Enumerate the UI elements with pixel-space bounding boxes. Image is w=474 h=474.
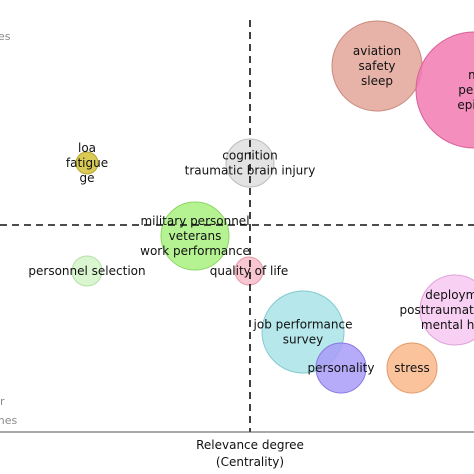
cluster-keyword-label: job performance [253,318,353,332]
cluster-bubble[interactable] [315,342,367,394]
cluster-keyword-label: safety [358,59,395,73]
cluster-keyword-label: fatigue [66,156,108,170]
cluster-keyword-label: sleep [361,74,393,88]
cluster-bubble[interactable] [419,274,474,346]
corner-label-bottom-left-lower: mes [0,414,17,427]
cluster-keyword-label: quality of life [210,264,289,278]
cluster-keyword-label: loa [78,141,96,155]
cluster-keyword-label: deployme [425,288,474,302]
cluster-keyword-label: personality [308,361,375,375]
x-axis-title-line1: Relevance degree [196,438,304,452]
cluster-keyword-label: aviation [353,44,401,58]
cluster-bubble[interactable] [75,151,99,175]
cluster-keyword-label: military personnel [140,214,249,228]
corner-label-bottom-left-upper: r [0,395,5,408]
cluster-keyword-label: veterans [169,229,222,243]
cluster-keyword-label: perfo [458,83,474,97]
cluster-bubble[interactable] [415,31,474,149]
cluster-keyword-label: work performance [140,244,250,258]
cluster-keyword-label: mental hea [421,318,474,332]
cluster-bubble[interactable] [160,201,230,271]
corner-label-top-left: es [0,30,11,43]
cluster-keyword-label: traumatic brain injury [185,164,316,178]
cluster-bubble[interactable] [225,138,275,188]
cluster-bubble[interactable] [71,255,103,287]
cluster-keyword-label: survey [283,333,323,347]
cluster-keyword-label: posttraumatic stre [399,303,474,317]
cluster-keyword-label: cognition [222,149,277,163]
cluster-keyword-label: m [468,68,474,82]
cluster-bubble[interactable] [386,342,438,394]
cluster-keyword-label: personnel selection [28,264,145,278]
cluster-bubble[interactable] [234,256,264,286]
x-axis-title-line2: (Centrality) [216,455,284,469]
cluster-keyword-label: ge [80,171,95,185]
bubble-layer [71,20,474,394]
cluster-keyword-label: stress [394,361,430,375]
cluster-keyword-label: epide [457,98,474,112]
